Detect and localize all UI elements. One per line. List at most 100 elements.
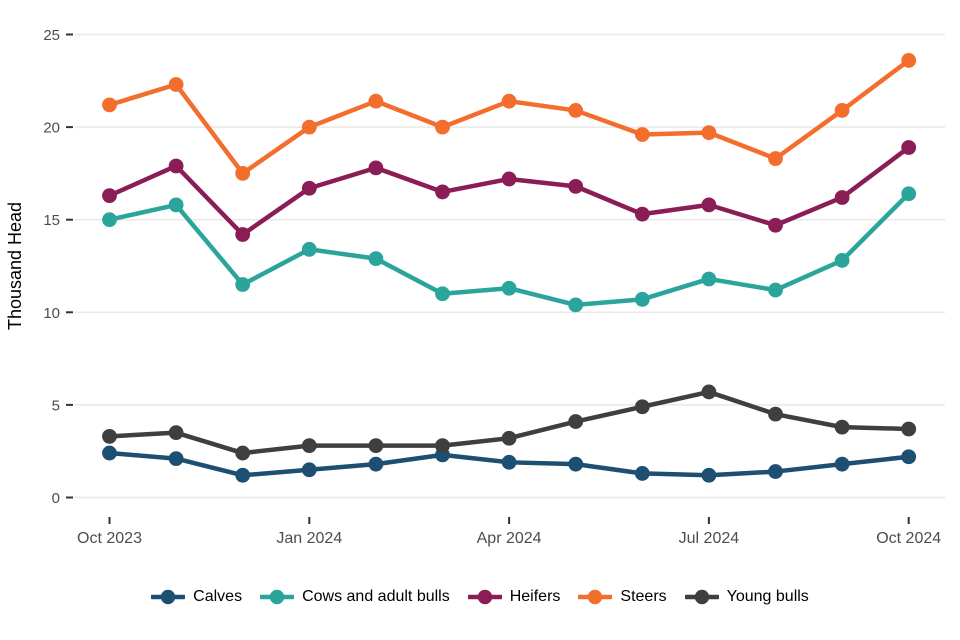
data-point — [834, 253, 850, 268]
data-point — [102, 445, 117, 461]
data-point — [501, 171, 517, 187]
legend-label: Young bulls — [726, 588, 809, 605]
data-point — [701, 467, 717, 483]
data-point — [368, 93, 384, 109]
legend-key-icon — [260, 589, 295, 605]
legend-key-dot — [694, 589, 709, 605]
y-tick-label: 0 — [52, 490, 60, 507]
data-point — [168, 197, 184, 213]
plot-area: 0 5 10 15 20 25 Oct 2023 Jan 2024 Apr 2024 Jul 2… — [5, 27, 945, 547]
data-point — [301, 438, 317, 454]
data-point — [168, 451, 184, 467]
data-point — [301, 119, 317, 135]
legend-key-dot — [269, 589, 285, 605]
data-point — [501, 430, 517, 446]
data-point — [435, 286, 450, 302]
legend-key-icon — [578, 589, 613, 605]
data-point — [301, 241, 317, 257]
data-point — [701, 125, 717, 141]
data-point — [568, 178, 584, 194]
data-point — [634, 291, 650, 307]
data-point — [701, 384, 717, 400]
legend-key-dot — [588, 589, 603, 605]
y-tick-label: 15 — [43, 212, 60, 229]
data-point — [901, 421, 917, 437]
series-layer — [102, 53, 917, 483]
legend-item-heifers: Heifers — [467, 588, 561, 606]
legend-item-cows-and-adult-bulls: Cows and adult bulls — [260, 588, 450, 606]
legend-label: Calves — [193, 588, 243, 605]
data-point — [834, 456, 850, 472]
x-axis: Oct 2023 Jan 2024 Apr 2024 Jul 2024 Oct 2024 — [77, 517, 941, 547]
data-point — [235, 277, 251, 292]
data-point — [435, 438, 450, 454]
series-calves — [102, 445, 917, 483]
series-heifers — [102, 140, 917, 242]
data-point — [102, 188, 117, 204]
data-point — [901, 186, 917, 202]
legend-label: Steers — [620, 588, 667, 605]
data-point — [768, 217, 783, 233]
y-axis: 0 5 10 15 20 25 — [43, 27, 73, 507]
data-point — [501, 454, 517, 470]
data-point — [634, 399, 650, 415]
x-tick-label: Jan 2024 — [276, 530, 342, 547]
data-point — [368, 251, 384, 266]
data-point — [768, 464, 783, 479]
data-point — [168, 77, 184, 92]
legend-key-dot — [477, 589, 492, 605]
data-point — [834, 103, 850, 118]
data-point — [301, 180, 317, 196]
data-point — [235, 227, 251, 242]
series-steers — [102, 53, 917, 181]
data-point — [435, 184, 450, 200]
data-point — [768, 406, 783, 422]
y-tick-label: 25 — [43, 27, 60, 44]
data-point — [568, 103, 584, 118]
legend-item-young-bulls: Young bulls — [684, 588, 809, 606]
data-point — [301, 462, 317, 478]
x-tick-label: Oct 2023 — [77, 530, 142, 547]
data-point — [235, 467, 251, 483]
data-point — [568, 297, 584, 313]
data-point — [568, 414, 584, 429]
legend-key-dot — [160, 589, 176, 605]
data-point — [368, 160, 384, 176]
legend-item-steers: Steers — [578, 588, 667, 606]
data-point — [834, 419, 850, 435]
data-point — [235, 166, 251, 181]
y-axis-title: Thousand Head — [5, 202, 25, 330]
data-point — [634, 127, 650, 142]
series-cows-and-adult-bulls — [102, 186, 917, 313]
series-line — [107, 145, 911, 237]
data-point — [368, 456, 384, 472]
data-point — [501, 280, 517, 296]
cattle-slaughter-line-chart: 0 5 10 15 20 25 Oct 2023 Jan 2024 Apr 2024 Jul 2… — [5, 27, 945, 547]
data-point — [768, 282, 783, 298]
data-point — [435, 119, 450, 135]
data-point — [568, 456, 584, 472]
gridlines — [75, 33, 945, 499]
data-point — [102, 428, 117, 444]
y-tick-label: 5 — [52, 397, 60, 414]
data-point — [634, 466, 650, 481]
legend-label: Cows and adult bulls — [302, 588, 450, 605]
x-tick-label: Jul 2024 — [679, 530, 740, 547]
data-point — [834, 190, 850, 205]
data-point — [701, 197, 717, 213]
data-point — [701, 271, 717, 287]
series-young-bulls — [102, 384, 917, 461]
data-point — [168, 425, 184, 441]
data-point — [235, 445, 251, 461]
legend-label: Heifers — [509, 588, 561, 605]
data-point — [901, 449, 917, 465]
data-point — [634, 206, 650, 222]
legend: Calves Cows and adult bulls Heifers Steers Y… — [0, 588, 960, 606]
data-point — [168, 158, 184, 174]
legend-key-icon — [151, 589, 186, 605]
series-line — [107, 58, 911, 176]
data-point — [768, 151, 783, 166]
data-point — [368, 438, 384, 454]
legend-item-calves: Calves — [151, 588, 242, 606]
data-point — [102, 212, 117, 228]
